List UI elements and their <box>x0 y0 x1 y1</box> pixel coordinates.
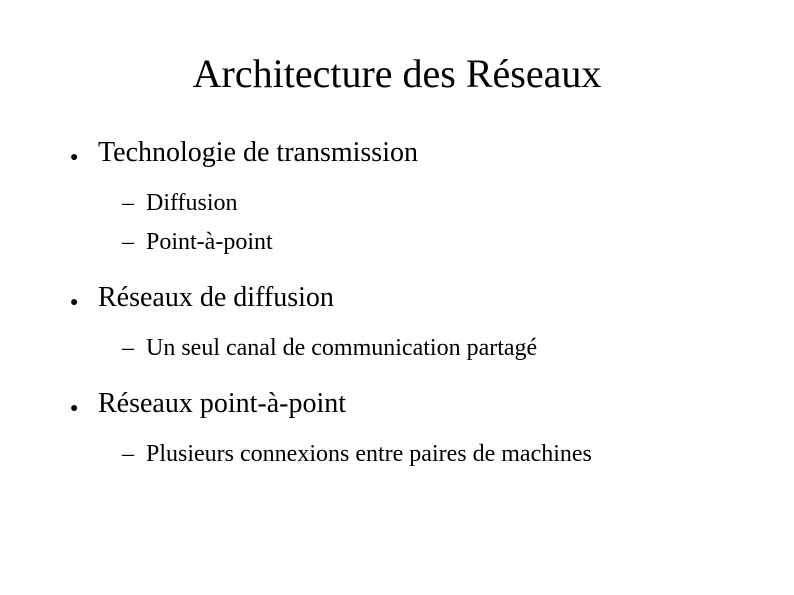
list-item: ● Réseaux de diffusion <box>60 282 734 317</box>
slide-title: Architecture des Réseaux <box>60 50 734 97</box>
list-subitem-label: Diffusion <box>146 190 734 217</box>
list-item-label: Technologie de transmission <box>98 137 734 169</box>
list-item-label: Réseaux point-à-point <box>98 388 734 420</box>
dash-icon: – <box>122 229 146 256</box>
list-subitem: – Diffusion <box>60 190 734 217</box>
list-subitem-label: Plusieurs connexions entre paires de mac… <box>146 441 734 468</box>
list-subitem: – Un seul canal de communication partagé <box>60 335 734 362</box>
slide-content: ● Technologie de transmission – Diffusio… <box>60 137 734 468</box>
dash-icon: – <box>122 335 146 362</box>
list-subitem: – Plusieurs connexions entre paires de m… <box>60 441 734 468</box>
dash-icon: – <box>122 441 146 468</box>
list-subitem-label: Un seul canal de communication partagé <box>146 335 734 362</box>
dash-icon: – <box>122 190 146 217</box>
spacer <box>60 374 734 388</box>
list-subitem-label: Point-à-point <box>146 229 734 256</box>
slide: Architecture des Réseaux ● Technologie d… <box>0 0 794 595</box>
list-subitem: – Point-à-point <box>60 229 734 256</box>
bullet-icon: ● <box>70 144 98 172</box>
list-item: ● Technologie de transmission <box>60 137 734 172</box>
bullet-icon: ● <box>70 395 98 423</box>
spacer <box>60 268 734 282</box>
bullet-icon: ● <box>70 289 98 317</box>
list-item-label: Réseaux de diffusion <box>98 282 734 314</box>
list-item: ● Réseaux point-à-point <box>60 388 734 423</box>
